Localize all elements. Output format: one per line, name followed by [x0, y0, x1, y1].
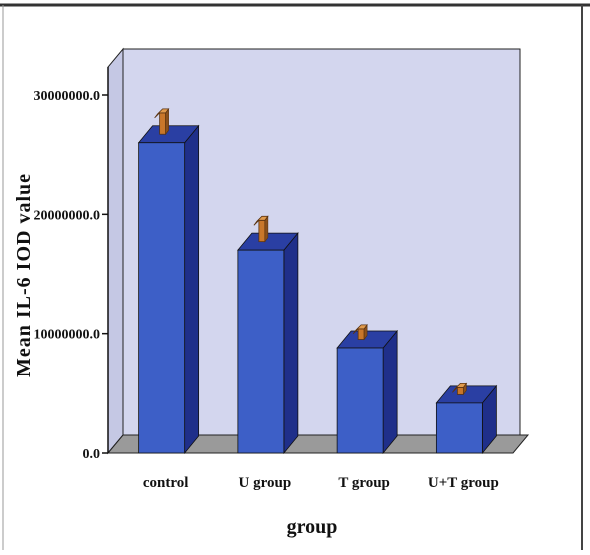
y-tick-label: 10000000.0	[34, 328, 101, 343]
x-tick-label: U+T group	[428, 475, 499, 491]
side-wall	[107, 47, 124, 455]
bar-front	[336, 347, 384, 454]
bar-side	[382, 329, 398, 455]
x-tick-label: control	[143, 475, 189, 491]
x-axis-title: group	[287, 516, 338, 538]
bar-front	[435, 402, 483, 454]
bar-front	[138, 142, 186, 454]
y-tick-label: 0.0	[83, 447, 101, 462]
error-bar-cap	[352, 324, 368, 335]
y-axis-title: Mean IL-6 IOD value	[13, 173, 35, 377]
x-tick-label: T group	[338, 475, 390, 491]
error-bar-cap	[253, 215, 269, 226]
bar-t-group	[336, 323, 398, 455]
y-tick-label: 20000000.0	[34, 208, 101, 223]
bar-control	[137, 108, 200, 455]
bar-u-t-group	[435, 382, 498, 455]
bars	[137, 108, 498, 455]
error-bar-stem	[258, 219, 266, 243]
error-bar-cap	[154, 108, 170, 119]
bar-side	[184, 124, 200, 455]
error-bar	[253, 215, 269, 243]
error-bar-cap	[452, 382, 468, 393]
x-tick-label: U group	[239, 475, 292, 491]
error-bar-stem	[456, 386, 464, 395]
error-bar	[452, 382, 468, 396]
error-bar	[352, 323, 368, 341]
error-bar-stem	[159, 112, 167, 135]
bar-side	[283, 232, 299, 455]
y-axis: 0.0 10000000.0 20000000.0 30000000.0	[34, 67, 109, 462]
x-axis: control U group T group U+T group	[143, 475, 499, 491]
bar-u-group	[237, 215, 299, 455]
bar-front	[237, 249, 285, 454]
error-bar	[154, 108, 170, 136]
error-bar-stem	[357, 328, 365, 340]
y-tick-label: 30000000.0	[34, 89, 101, 104]
